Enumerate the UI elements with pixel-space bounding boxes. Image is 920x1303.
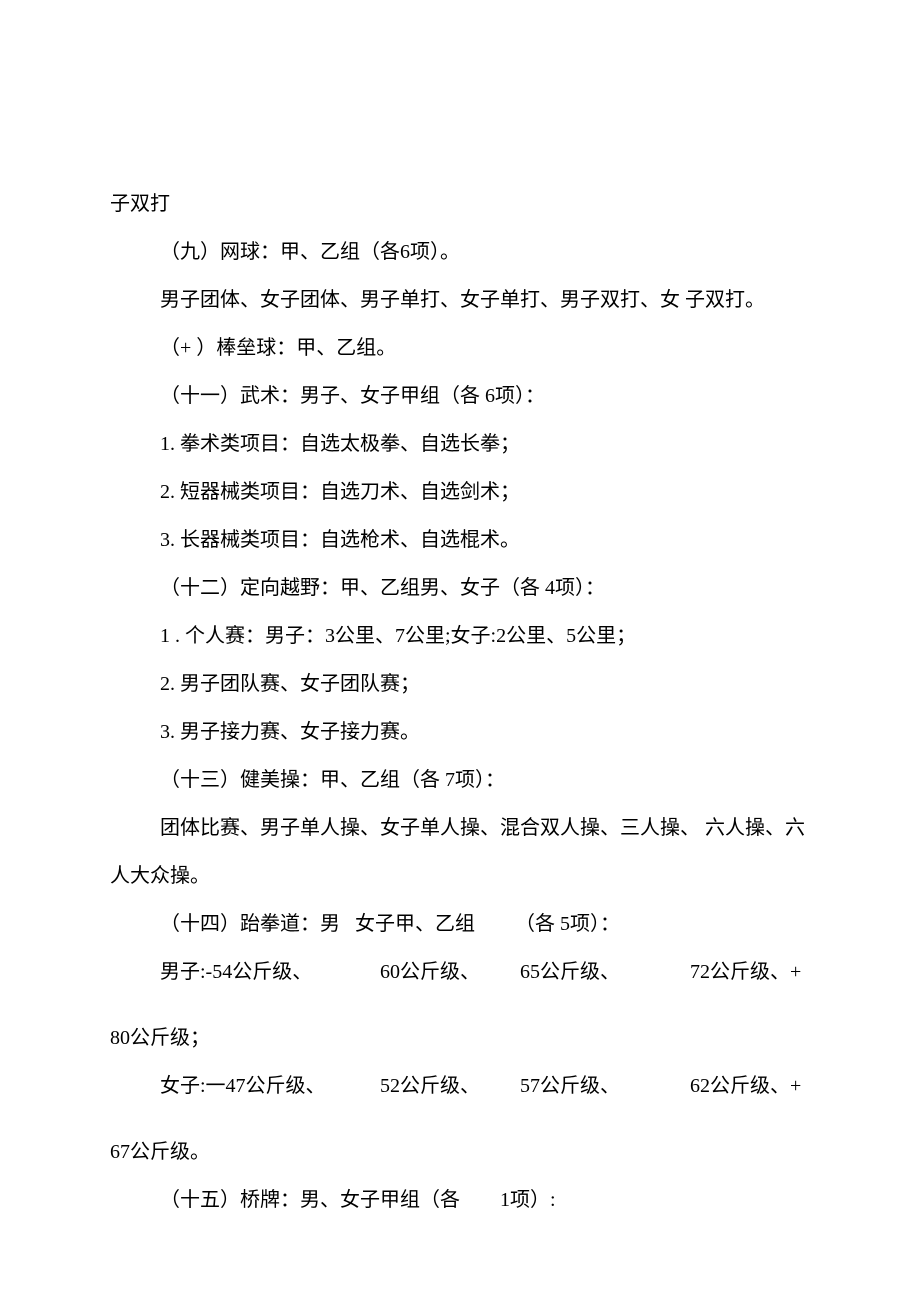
list-item: 3. 男子接力赛、女子接力赛。 <box>110 708 810 756</box>
spacer <box>110 1110 810 1128</box>
body-line: （十一）武术：男子、女子甲组（各 6项）： <box>110 372 810 420</box>
body-line: 团体比赛、男子单人操、女子单人操、混合双人操、三人操、 六人操、六人大众操。 <box>110 804 810 900</box>
body-line: （+ ）棒垒球：甲、乙组。 <box>110 324 810 372</box>
text-segment: 60公斤级、 <box>380 948 520 996</box>
text-segment: （十五）桥牌：男、女子甲组（各 <box>160 1176 460 1224</box>
body-line: （十三）健美操：甲、乙组（各 7项）： <box>110 756 810 804</box>
body-line: 男子:-54公斤级、 60公斤级、 65公斤级、 72公斤级、+ <box>110 948 810 996</box>
list-item: 1 . 个人赛：男子：3公里、7公里;女子:2公里、5公里； <box>110 612 810 660</box>
body-line: 女子:一47公斤级、 52公斤级、 57公斤级、 62公斤级、+ <box>110 1062 810 1110</box>
body-line: （九）网球：甲、乙组（各6项）。 <box>110 228 810 276</box>
text-segment: 62公斤级、+ <box>690 1062 801 1110</box>
spacer <box>110 996 810 1014</box>
list-item: 2. 男子团队赛、女子团队赛； <box>110 660 810 708</box>
text-segment: 男子:-54公斤级、 <box>160 948 380 996</box>
list-item: 2. 短器械类项目：自选刀术、自选剑术； <box>110 468 810 516</box>
text-segment: 72公斤级、+ <box>690 948 801 996</box>
body-line: 80公斤级； <box>110 1014 810 1062</box>
list-item: 1. 拳术类项目：自选太极拳、自选长拳； <box>110 420 810 468</box>
text-segment: （十四）跆拳道：男 女子甲、乙组 <box>160 900 475 948</box>
text-segment: 65公斤级、 <box>520 948 690 996</box>
body-line: 男子团体、女子团体、男子单打、女子单打、男子双打、女 子双打。 <box>110 276 810 324</box>
body-line: （十二）定向越野：甲、乙组男、女子（各 4项）： <box>110 564 810 612</box>
body-line: 子双打 <box>110 180 810 228</box>
text-segment: （各 5项）： <box>515 900 620 948</box>
document-page: 子双打 （九）网球：甲、乙组（各6项）。 男子团体、女子团体、男子单打、女子单打… <box>0 0 920 1303</box>
text-segment: 52公斤级、 <box>380 1062 520 1110</box>
body-line: （十五）桥牌：男、女子甲组（各 1项）: <box>110 1176 810 1224</box>
body-line: 67公斤级。 <box>110 1128 810 1176</box>
list-item: 3. 长器械类项目：自选枪术、自选棍术。 <box>110 516 810 564</box>
text-segment: 女子:一47公斤级、 <box>160 1062 380 1110</box>
body-line: （十四）跆拳道：男 女子甲、乙组 （各 5项）： <box>110 900 810 948</box>
text-segment: 1项）: <box>500 1176 556 1224</box>
text-segment: 57公斤级、 <box>520 1062 690 1110</box>
